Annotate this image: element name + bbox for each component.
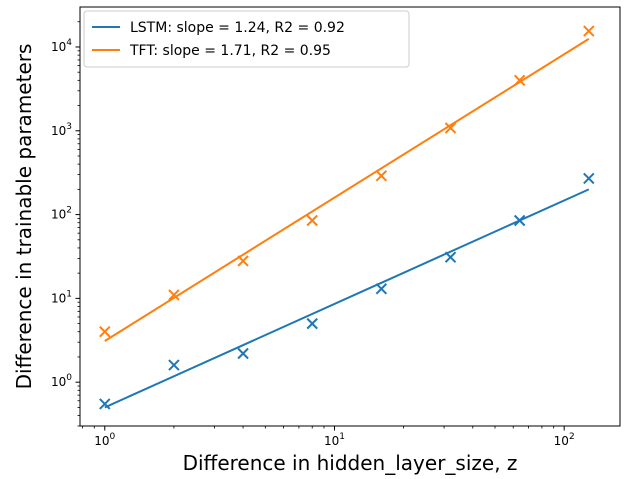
- data-point-marker: [375, 170, 388, 182]
- data-point-marker: [168, 289, 180, 301]
- data-point-marker: [168, 359, 180, 371]
- data-point-marker: [99, 398, 111, 410]
- data-point-marker: [513, 214, 526, 227]
- data-point-marker: [306, 317, 318, 330]
- axes: 100 101 102 100 101 102 103 104: [51, 6, 621, 448]
- data-point-marker: [583, 172, 595, 185]
- y-tick-label: 102: [51, 206, 72, 222]
- series-0: [99, 172, 595, 410]
- legend-label-1: TFT: slope = 1.71, R2 = 0.95: [129, 43, 331, 59]
- data-point-marker: [444, 122, 457, 134]
- data-point-marker: [237, 347, 249, 360]
- y-axis-label: Difference in trainable parameters: [12, 44, 36, 390]
- y-tick-label: 100: [51, 373, 72, 389]
- series-1: [99, 25, 595, 342]
- data-point-marker: [375, 283, 388, 295]
- legend-label-0: LSTM: slope = 1.24, R2 = 0.92: [130, 20, 345, 36]
- plot-marks: [99, 25, 595, 410]
- legend-box: [83, 10, 410, 68]
- x-tick-label: 102: [554, 432, 575, 448]
- data-point-marker: [237, 255, 249, 267]
- y-tick-label: 103: [51, 122, 72, 138]
- data-point-marker: [513, 74, 526, 87]
- fit-line-1: [104, 38, 590, 342]
- data-point-marker: [306, 214, 318, 227]
- y-tick-label: 101: [51, 289, 72, 305]
- legend: LSTM: slope = 1.24, R2 = 0.92 TFT: slope …: [83, 10, 410, 68]
- x-axis-label: Difference in hidden_layer_size, z: [183, 451, 518, 475]
- plot-frame: [79, 6, 621, 427]
- data-point-marker: [583, 25, 595, 37]
- data-point-marker: [444, 251, 457, 263]
- data-point-marker: [99, 326, 111, 338]
- x-tick-label: 100: [94, 432, 115, 448]
- x-tick-label: 101: [324, 432, 345, 448]
- y-tick-label: 104: [51, 38, 72, 54]
- fit-line-0: [104, 188, 590, 409]
